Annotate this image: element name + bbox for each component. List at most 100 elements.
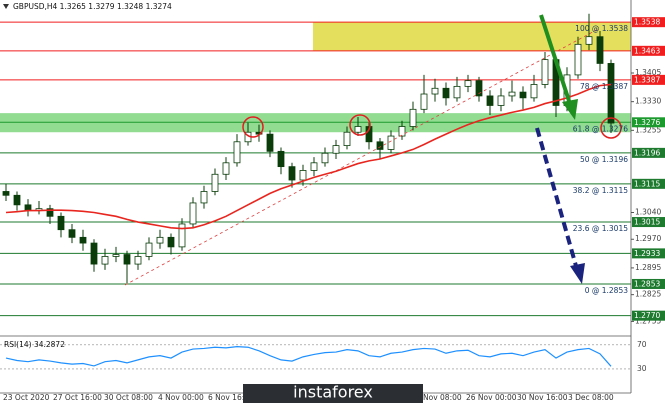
x-tick-label: 27 Oct 16:00 [53,393,102,402]
candle-body [13,194,21,206]
fib-label: 38.2 @ 1.3115 [573,186,628,195]
candle-body [420,93,428,110]
labels-layer: 1.3405 1.3330 1.3255 1.3040 1.2970 1.2895 1.28… [3,17,665,402]
watermark: instaforex [293,383,373,402]
level-label-box [632,147,665,158]
y-tick-label: 1.3330 [635,97,661,106]
x-tick-label: Nov 08:00 [423,393,462,402]
fib-label: 100 @ 1.3538 [575,24,628,33]
x-tick-label: 26 Nov 00:00 [466,393,517,402]
candle-body [497,95,505,106]
candle-body [101,256,109,265]
level-label-box [632,248,665,259]
candle-body [398,126,406,137]
rsi-line [5,346,612,367]
candle-body [332,145,340,154]
marks-layer [5,83,612,367]
candle-body [453,85,461,99]
x-tick-label: 4 Nov 00:00 [158,393,204,402]
rsi-tick-label: 30 [637,364,647,373]
candle-body [442,87,450,99]
chart-title: GBPUSD,H4 1.3265 1.3279 1.3248 1.3274 [13,2,172,11]
candle-body [46,208,54,217]
x-tick-label: 3 Dec 08:00 [568,393,614,402]
candle-body [24,204,32,211]
candle-body [585,36,593,45]
level-label: 1.3196 [634,148,660,157]
candle-body [266,133,274,152]
fib-label: 0 @ 1.2853 [585,286,629,295]
level-label-box [632,45,665,56]
y-tick-label: 1.3405 [635,68,661,77]
candle-body [123,254,131,265]
candle-body [68,229,76,238]
candle-body [57,215,65,231]
plot-layer [2,13,615,284]
candle-body [574,43,582,76]
blue-arrow [535,127,578,267]
level-label: 1.3115 [634,179,660,188]
rsi-tick-label: 70 [637,340,647,349]
candle-body [486,95,494,106]
candle-body [222,162,230,175]
candle-body [464,80,472,87]
fib-label: 61.8 @ 1.3276 [573,124,628,133]
highlight-circle [242,116,264,138]
level-label: 1.3387 [634,75,660,84]
green-arrow [539,14,572,105]
candle-body [277,150,285,168]
candle-body [607,63,615,124]
green-arrow-head [562,99,578,120]
level-label: 1.2770 [634,311,660,320]
candle-body [431,87,439,95]
level-label: 1.3276 [634,118,660,127]
level-label-box [632,17,665,28]
level-label: 1.3538 [634,18,660,27]
candle-body [530,84,538,99]
candle-body [541,59,549,85]
candle-body [200,191,208,204]
level-label-box [632,117,665,128]
candle-body [79,236,87,244]
y-tick-label: 1.3040 [635,207,661,216]
candle-body [2,191,10,196]
blue-arrow-head [570,263,585,284]
level-label: 1.2933 [634,249,660,258]
level-label-box [632,217,665,228]
watermark-box [243,384,423,403]
zones-layer [0,21,634,370]
moving-average [5,83,612,230]
level-label: 1.3015 [634,218,660,227]
candle-body [233,141,241,164]
candle-body [409,108,417,127]
candle-body [354,126,362,133]
candle-body [387,135,395,150]
candle-body [211,173,219,192]
candle-body [288,166,296,181]
fib-label: 78 @ 1.3387 [580,82,628,91]
x-tick-label: 30 Oct 08:00 [104,393,153,402]
candle-body [134,256,142,265]
candle-body [376,141,384,150]
level-label: 1.2853 [634,279,660,288]
y-tick-label: 1.2825 [635,290,661,299]
highlight-circle [349,114,371,136]
candle-body [189,202,197,225]
y-tick-label: 1.2895 [635,263,661,272]
x-tick-label: 23 Oct 2020 [3,393,50,402]
fib-label: 50 @ 1.3196 [580,155,628,164]
rsi-title: RSI(14) 34.2872 [4,340,65,349]
level-label-box [632,310,665,321]
y-tick-label: 1.2755 [635,316,661,325]
candle-body [156,236,164,244]
candle-body [310,162,318,171]
candle-body [167,236,175,248]
candle-body [321,152,329,164]
candle-body [178,223,186,248]
highlight-circle [600,117,622,139]
candle-body [475,80,483,97]
y-tick-label: 1.3255 [635,125,661,134]
y-tick-label: 1.2970 [635,234,661,243]
candle-body [508,91,516,97]
